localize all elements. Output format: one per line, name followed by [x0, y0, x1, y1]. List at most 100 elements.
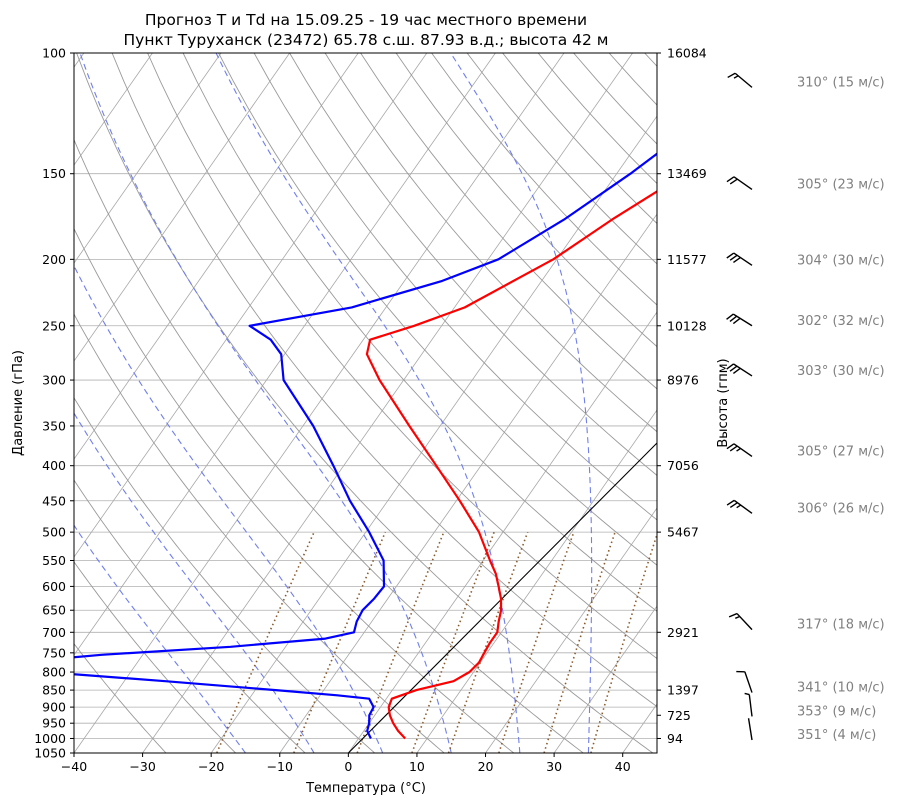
- profile-td: [74, 152, 657, 739]
- pressure-tick-label: 950: [42, 716, 66, 731]
- wind-barb: [747, 718, 753, 741]
- wind-barb: [726, 363, 753, 377]
- mixing-ratio-line: [543, 531, 616, 753]
- wind-label: 351° (4 м/с): [797, 728, 876, 743]
- height-tick-label: 2921: [667, 625, 699, 640]
- pressure-tick-label: 200: [42, 252, 66, 267]
- isotherm-line: [74, 53, 428, 558]
- wind-label: 302° (32 м/с): [797, 314, 885, 329]
- wind-label: 304° (30 м/с): [797, 253, 885, 268]
- dry-adiabat: [324, 53, 657, 433]
- mixing-ratio-line: [293, 531, 387, 753]
- dry-adiabat: [218, 53, 657, 566]
- wind-label: 305° (27 м/с): [797, 444, 885, 459]
- isotherm-line: [485, 507, 657, 753]
- wind-panel: 310° (15 м/с) 305° (23 м/с) 304° (30 м/с) 3…: [726, 72, 885, 743]
- isotherm-line: [553, 605, 657, 753]
- wind-barb: [728, 612, 753, 631]
- dry-adiabat: [76, 53, 654, 753]
- dry-adiabat: [395, 53, 657, 348]
- wind-barb: [726, 176, 753, 191]
- moist-adiabat: [74, 264, 384, 753]
- height-tick-label: 725: [667, 708, 691, 723]
- height-tick-label: 16084: [667, 46, 707, 61]
- wind-barb: [726, 313, 753, 327]
- x-tick-label: 30: [546, 759, 562, 774]
- mixing-ratio-line: [447, 531, 529, 753]
- wind-barb: [726, 443, 753, 458]
- isotherm-line: [74, 53, 222, 264]
- axes: −40 −30 −20 −10 0 10 20 30 40 100 150 200 250 300 350 4…: [34, 46, 707, 775]
- pressure-tick-label: 350: [42, 418, 66, 433]
- dry-adiabat: [74, 479, 306, 753]
- pressure-tick-label: 1000: [34, 731, 66, 746]
- pressure-tick-label: 100: [42, 46, 66, 61]
- pressure-tick-label: 500: [42, 525, 66, 540]
- reference-line: [347, 442, 657, 753]
- isotherm-line: [210, 115, 657, 753]
- pressure-tick-label: 650: [42, 603, 66, 618]
- dry-adiabat: [74, 138, 584, 753]
- wind-label: 353° (9 м/с): [797, 704, 876, 719]
- profile-t: [365, 190, 657, 740]
- height-tick-label: 13469: [667, 166, 707, 181]
- pressure-tick-label: 600: [42, 579, 66, 594]
- height-tick-label: 10128: [667, 318, 707, 333]
- height-tick-label: 11577: [667, 252, 707, 267]
- moist-adiabat: [656, 746, 657, 753]
- x-axis-label: Температура (°C): [305, 781, 426, 796]
- y-axis-right-label: Высота (гпм): [716, 358, 731, 447]
- moist-adiabat: [74, 524, 246, 753]
- isotherm-line: [142, 53, 633, 753]
- pressure-tick-label: 750: [42, 645, 66, 660]
- dry-adiabat: [573, 53, 657, 145]
- moist-adiabat: [74, 412, 315, 753]
- x-tick-label: 0: [344, 759, 352, 774]
- x-tick-label: −10: [267, 759, 293, 774]
- x-tick-label: −20: [198, 759, 224, 774]
- wind-label: 303° (30 м/с): [797, 364, 885, 379]
- pressure-tick-label: 450: [42, 493, 66, 508]
- dry-adiabat: [253, 53, 657, 521]
- moist-adiabat: [79, 53, 452, 753]
- height-tick-label: 5467: [667, 525, 699, 540]
- dry-adiabat: [680, 53, 900, 753]
- x-tick-label: −30: [129, 759, 155, 774]
- isotherm-line: [74, 53, 359, 460]
- background-grid: [74, 53, 900, 753]
- dry-adiabat: [74, 313, 445, 753]
- chart-title-line1: Прогноз T и Td на 15.09.25 - 19 час мест…: [145, 11, 587, 29]
- dry-adiabat: [289, 53, 657, 476]
- wind-barb: [726, 499, 753, 514]
- dry-adiabat: [74, 227, 515, 753]
- dry-adiabat: [182, 53, 657, 612]
- height-tick-label: 1397: [667, 683, 699, 698]
- dry-adiabat: [74, 642, 167, 753]
- dry-adiabat: [502, 53, 657, 225]
- wind-label: 317° (18 м/с): [797, 618, 885, 633]
- height-tick-label: 8976: [667, 373, 699, 388]
- dry-adiabat: [431, 53, 657, 306]
- dry-adiabat: [147, 53, 657, 660]
- wind-barb: [726, 252, 753, 266]
- sounding-profiles: [74, 152, 657, 740]
- pressure-tick-label: 150: [42, 166, 66, 181]
- pressure-tick-label: 700: [42, 625, 66, 640]
- mixing-ratio-line: [216, 531, 315, 753]
- dry-adiabat: [74, 561, 236, 753]
- isotherm-line: [74, 53, 565, 753]
- pressure-tick-label: 250: [42, 318, 66, 333]
- wind-barb: [744, 692, 753, 717]
- mixing-ratio-line: [498, 531, 575, 753]
- dry-adiabat: [74, 396, 375, 753]
- pressure-tick-label: 550: [42, 553, 66, 568]
- dry-adiabat: [644, 53, 657, 67]
- x-tick-label: 20: [478, 759, 494, 774]
- height-tick-label: 7056: [667, 458, 699, 473]
- x-tick-label: −40: [61, 759, 87, 774]
- dry-adiabat: [360, 53, 657, 390]
- wind-label: 310° (15 м/с): [797, 75, 885, 90]
- isotherm-line: [622, 703, 657, 753]
- wind-label: 341° (10 м/с): [797, 681, 885, 696]
